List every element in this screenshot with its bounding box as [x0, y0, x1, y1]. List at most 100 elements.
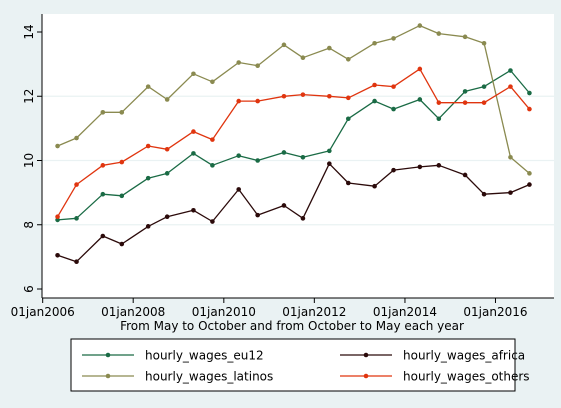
- data-point: [236, 153, 242, 158]
- data-point: [436, 116, 442, 122]
- x-tick-label: 01jan2006: [11, 305, 75, 319]
- data-point: [100, 163, 106, 168]
- data-point: [164, 171, 170, 176]
- data-point: [508, 68, 513, 73]
- data-point: [119, 241, 125, 247]
- data-point: [508, 84, 513, 89]
- series-line: [57, 68, 530, 218]
- axes: 6 8 10 12 14 01jan2006 01jan2008 01jan2010 01jan…: [11, 14, 554, 319]
- data-point: [145, 84, 151, 89]
- data-point: [164, 214, 170, 220]
- data-point: [481, 84, 487, 89]
- data-point: [527, 171, 532, 176]
- data-point: [74, 135, 79, 141]
- x-tick-label: 01jan2008: [101, 305, 165, 319]
- data-point: [462, 100, 468, 105]
- data-point: [527, 106, 532, 112]
- data-point: [255, 63, 260, 69]
- x-tick-label: 01jan2010: [192, 305, 256, 319]
- y-tick-label: 14: [22, 24, 36, 39]
- data-point: [281, 203, 287, 208]
- legend-key-marker: [363, 373, 369, 379]
- y-tick-label: 12: [22, 89, 36, 104]
- legend-label: hourly_wages_latinos: [145, 370, 273, 384]
- data-point: [210, 163, 215, 168]
- data-point: [191, 207, 196, 213]
- data-point: [55, 143, 60, 149]
- x-axis-title: From May to October and from October to …: [120, 319, 464, 333]
- data-point: [345, 95, 351, 101]
- data-point: [391, 84, 396, 89]
- data-point: [210, 219, 215, 224]
- data-point: [527, 90, 532, 96]
- data-point: [100, 233, 106, 239]
- data-point: [527, 182, 532, 187]
- data-point: [481, 100, 487, 105]
- legend-key-marker: [105, 352, 111, 358]
- data-point: [391, 167, 396, 173]
- series-hourly_wages_latinos: [55, 23, 532, 176]
- data-point: [391, 106, 396, 112]
- legend-key-marker: [105, 373, 111, 379]
- data-point: [145, 224, 151, 229]
- data-point: [164, 146, 170, 152]
- legend-key-marker: [363, 352, 369, 358]
- data-point: [300, 154, 306, 160]
- data-point: [300, 92, 306, 97]
- data-point: [417, 164, 423, 170]
- data-point: [462, 172, 468, 178]
- data-point: [417, 97, 423, 102]
- data-point: [327, 45, 332, 51]
- x-tick-label: 01jan2014: [373, 305, 437, 319]
- legend-label: hourly_wages_africa: [403, 349, 525, 363]
- data-point: [236, 60, 242, 65]
- data-point: [281, 42, 287, 48]
- data-point: [236, 187, 242, 192]
- gridlines: [42, 95, 554, 226]
- data-point: [327, 93, 332, 99]
- data-point: [300, 216, 306, 221]
- data-point: [255, 98, 260, 104]
- series-hourly_wages_eu12: [55, 68, 532, 223]
- legend-box: [70, 338, 516, 392]
- data-point: [100, 191, 106, 197]
- data-point: [508, 190, 513, 195]
- data-point: [236, 98, 242, 104]
- legend-label: hourly_wages_eu12: [145, 349, 264, 363]
- data-point: [281, 150, 287, 155]
- data-point: [372, 183, 377, 189]
- legend: hourly_wages_eu12 hourly_wages_africahour…: [70, 338, 530, 392]
- data-point: [327, 161, 332, 167]
- series-hourly_wages_africa: [55, 161, 532, 264]
- data-point: [436, 31, 442, 36]
- data-point: [417, 66, 423, 72]
- data-point: [119, 110, 125, 115]
- data-point: [55, 252, 60, 258]
- data-point: [74, 259, 79, 264]
- series-lines: [55, 23, 532, 264]
- data-point: [372, 40, 377, 46]
- data-point: [372, 98, 377, 104]
- data-point: [372, 82, 377, 88]
- x-tick-label: 01jan2016: [463, 305, 527, 319]
- data-point: [436, 100, 442, 105]
- series-hourly_wages_others: [55, 66, 532, 220]
- data-point: [327, 148, 332, 154]
- data-point: [210, 79, 215, 85]
- data-point: [145, 143, 151, 149]
- y-tick-label: 6: [22, 285, 36, 293]
- data-point: [255, 158, 260, 163]
- data-point: [191, 71, 196, 77]
- data-point: [119, 193, 125, 199]
- series-line: [57, 69, 530, 221]
- data-point: [481, 191, 487, 197]
- data-point: [345, 57, 351, 62]
- data-point: [345, 180, 351, 186]
- legend-label: hourly_wages_others: [403, 370, 530, 384]
- data-point: [481, 40, 487, 46]
- data-point: [191, 129, 196, 134]
- y-tick-label: 8: [22, 221, 36, 229]
- data-point: [210, 137, 215, 142]
- data-point: [255, 212, 260, 218]
- data-point: [164, 97, 170, 102]
